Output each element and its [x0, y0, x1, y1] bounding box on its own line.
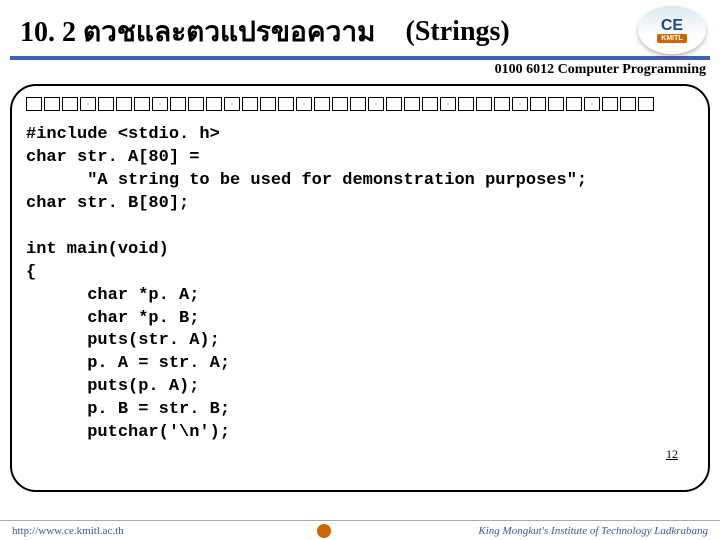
ce-kmitl-logo: CE KMITL: [638, 6, 706, 54]
code-line: p. A = str. A;: [26, 354, 230, 373]
logo-ce-text: CE: [661, 17, 683, 35]
code-line: char str. B[80];: [26, 194, 189, 213]
page-number: 12: [666, 447, 678, 462]
code-line: char *p. B;: [26, 309, 199, 328]
code-line: puts(p. A);: [26, 377, 199, 396]
logo-kmitl-text: KMITL: [657, 34, 686, 43]
code-line: {: [26, 263, 36, 282]
code-line: int main(void): [26, 240, 169, 259]
footer-institution: King Mongkut's Institute of Technology L…: [478, 525, 708, 537]
code-line: char *p. A;: [26, 286, 199, 305]
code-line: putchar('\n');: [26, 423, 230, 442]
content-frame: #include <stdio. h> char str. A[80] = "A…: [10, 84, 710, 492]
footer-logo-icon: [317, 524, 331, 538]
code-block: #include <stdio. h> char str. A[80] = "A…: [26, 124, 694, 445]
slide-header: 10. 2 ตวชและตวแปรขอความ (Strings): [0, 0, 720, 56]
code-line: p. B = str. B;: [26, 400, 230, 419]
placeholder-squares-row: [26, 96, 694, 112]
title-thai: 10. 2 ตวชและตวแปรขอความ: [20, 10, 376, 54]
code-line: "A string to be used for demonstration p…: [26, 171, 587, 190]
course-code: 0100 6012 Computer Programming: [0, 62, 720, 78]
title-english: (Strings): [406, 16, 510, 48]
code-line: char str. A[80] =: [26, 148, 199, 167]
footer-url: http://www.ce.kmitl.ac.th: [12, 525, 124, 537]
slide-footer: http://www.ce.kmitl.ac.th King Mongkut's…: [0, 520, 720, 540]
code-line: #include <stdio. h>: [26, 125, 220, 144]
code-line: puts(str. A);: [26, 331, 220, 350]
header-divider: [10, 56, 710, 60]
